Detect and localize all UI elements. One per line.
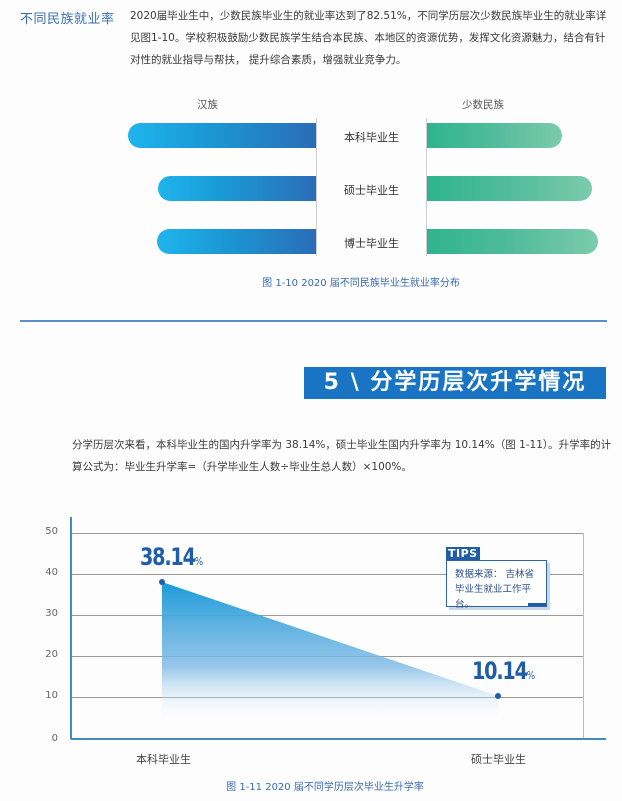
- data-label-master: 10.14%: [472, 657, 536, 685]
- gridline-30: [71, 615, 583, 616]
- x-axis: [71, 738, 606, 740]
- gridline-40: [71, 574, 583, 575]
- section-label-ethnic: 不同民族就业率: [20, 12, 115, 27]
- y-axis: [70, 517, 72, 739]
- x-label-master: 硕士毕业生: [471, 753, 526, 766]
- tips-tag: TIPS: [446, 547, 480, 560]
- figure-1-11-caption: 图 1-11 2020 届不同学历层次毕业生升学率: [226, 782, 424, 793]
- tips-box: 数据来源： 吉林省毕业生就业工作平台。: [446, 560, 547, 610]
- data-point-bachelor: [159, 579, 165, 585]
- row-label-doctor: 博士毕业生: [344, 237, 399, 250]
- section-5-paragraph: 分学历层次来看，本科毕业生的国内升学率为 38.14%，硕士毕业生国内升学率为 …: [72, 439, 612, 473]
- y-tick-20: 20: [45, 649, 58, 660]
- figure-1-11-chart: 50 40 30 20 10 0 38.14% 10.14% TIPS 数据来源…: [0, 515, 622, 801]
- ethnic-paragraph: 2020届毕业生中，少数民族毕业生的就业率达到了82.51%，不同学历层次少数民…: [130, 10, 607, 66]
- bar-han-bachelor: [128, 123, 316, 148]
- bar-han-master: [158, 176, 316, 201]
- y-tick-10: 10: [45, 690, 58, 701]
- x-label-bachelor: 本科毕业生: [136, 753, 191, 766]
- column-header-han: 汉族: [197, 99, 218, 111]
- bar-minority-bachelor: [427, 123, 562, 148]
- section-5-heading: 5 \ 分学历层次升学情况: [304, 367, 606, 399]
- bar-han-doctor: [157, 229, 316, 254]
- center-divider-right: [426, 118, 427, 256]
- bar-minority-master: [427, 176, 592, 201]
- data-point-master: [495, 693, 501, 699]
- y-tick-0: 0: [51, 733, 58, 744]
- section-divider: [20, 320, 607, 322]
- tips-text: 数据来源： 吉林省毕业生就业工作平台。: [455, 569, 535, 610]
- y-tick-50: 50: [45, 526, 58, 537]
- tips-corner-accent: [528, 603, 546, 606]
- center-divider-left: [316, 118, 317, 256]
- data-label-bachelor: 38.14%: [140, 543, 204, 571]
- figure-1-10-caption: 图 1-10 2020 届不同民族毕业生就业率分布: [262, 278, 460, 289]
- row-label-bachelor: 本科毕业生: [344, 131, 399, 144]
- chart-right-border: [583, 533, 584, 738]
- y-tick-30: 30: [45, 608, 58, 619]
- row-label-master: 硕士毕业生: [344, 184, 399, 197]
- column-header-minority: 少数民族: [462, 99, 504, 111]
- y-tick-40: 40: [45, 567, 58, 578]
- bar-minority-doctor: [427, 229, 598, 254]
- gridline-50: [71, 533, 583, 534]
- area-fill: [162, 582, 498, 723]
